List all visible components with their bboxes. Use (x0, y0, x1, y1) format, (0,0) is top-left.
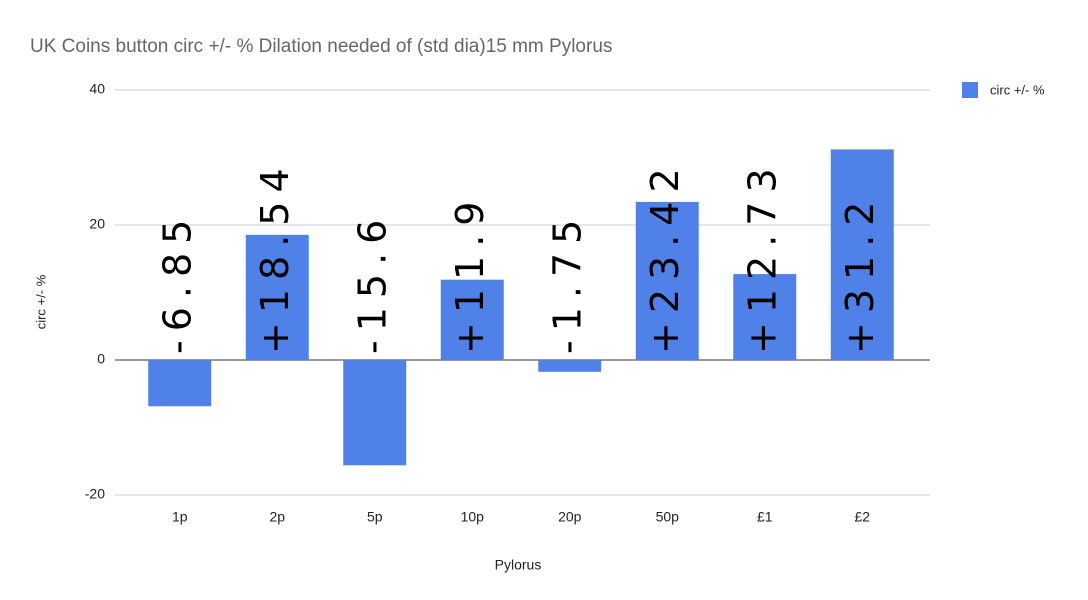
x-tick-label: 1p (172, 509, 188, 525)
x-tick-label: 20p (558, 509, 582, 525)
value-label: +18.54 (253, 159, 297, 354)
x-tick-label: 5p (367, 509, 383, 525)
x-tick-label: 10p (461, 509, 485, 525)
y-tick-label: 20 (89, 216, 105, 232)
chart-title: UK Coins button circ +/- % Dilation need… (30, 36, 612, 57)
x-tick-label: £2 (854, 509, 870, 525)
y-tick-label: 0 (97, 351, 105, 367)
x-tick-label: 50p (656, 509, 680, 525)
bar (538, 360, 602, 372)
y-tick-label: -20 (85, 486, 105, 502)
value-label: +23.42 (643, 159, 687, 354)
x-tick-label: £1 (757, 509, 773, 525)
bar (733, 274, 797, 360)
bar (245, 234, 309, 360)
value-label: -15.6 (350, 211, 394, 354)
bar (830, 149, 894, 360)
value-label: -1.75 (545, 211, 589, 354)
y-tick-label: 40 (89, 81, 105, 97)
value-label: +12.73 (740, 159, 784, 354)
bar (148, 360, 212, 407)
legend-swatch (962, 82, 978, 98)
x-tick-label: 2p (269, 509, 285, 525)
bar (635, 201, 699, 360)
x-axis-label: Pylorus (495, 557, 542, 573)
y-axis-label: circ +/- % (33, 274, 48, 329)
bar (343, 360, 407, 466)
bar (440, 279, 504, 360)
legend-label: circ +/- % (990, 82, 1045, 97)
value-label: -6.85 (155, 211, 199, 354)
value-label: +31.2 (838, 193, 882, 354)
value-label: +11.9 (448, 193, 492, 354)
